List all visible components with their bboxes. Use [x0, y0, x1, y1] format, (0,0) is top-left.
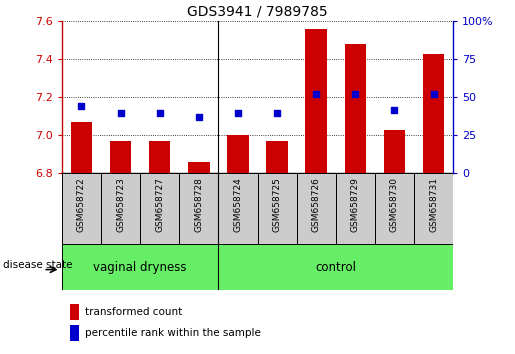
Bar	[71, 122, 92, 173]
Bar	[258, 173, 297, 244]
Bar	[179, 173, 218, 244]
Bar	[70, 304, 79, 320]
Bar	[140, 173, 179, 244]
Bar	[62, 244, 218, 290]
Point	[351, 91, 359, 97]
Text: vaginal dryness: vaginal dryness	[93, 261, 187, 274]
Bar	[62, 173, 101, 244]
Text: GSM658725: GSM658725	[272, 177, 282, 232]
Point	[234, 110, 242, 115]
Text: GSM658730: GSM658730	[390, 177, 399, 232]
Point	[430, 91, 438, 97]
Text: percentile rank within the sample: percentile rank within the sample	[85, 329, 261, 338]
Text: GSM658724: GSM658724	[233, 177, 243, 232]
Text: GSM658723: GSM658723	[116, 177, 125, 232]
Bar	[101, 173, 140, 244]
Text: GSM658727: GSM658727	[155, 177, 164, 232]
Text: transformed count: transformed count	[85, 307, 182, 317]
Point	[116, 110, 125, 115]
Text: GSM658726: GSM658726	[312, 177, 321, 232]
Bar	[423, 53, 444, 173]
Text: GSM658722: GSM658722	[77, 177, 86, 232]
Text: disease state: disease state	[3, 261, 72, 270]
Text: GSM658729: GSM658729	[351, 177, 360, 232]
Bar	[149, 141, 170, 173]
Point	[273, 110, 281, 115]
Bar	[227, 136, 249, 173]
Bar	[375, 173, 414, 244]
Point	[77, 104, 85, 109]
Bar	[305, 29, 327, 173]
Point	[390, 107, 399, 112]
Bar	[345, 44, 366, 173]
Bar	[110, 141, 131, 173]
Title: GDS3941 / 7989785: GDS3941 / 7989785	[187, 5, 328, 19]
Bar	[384, 130, 405, 173]
Bar	[218, 244, 453, 290]
Bar	[188, 162, 210, 173]
Bar	[297, 173, 336, 244]
Bar	[414, 173, 453, 244]
Bar	[336, 173, 375, 244]
Text: GSM658728: GSM658728	[194, 177, 203, 232]
Point	[195, 114, 203, 120]
Point	[156, 110, 164, 115]
Bar	[218, 173, 258, 244]
Text: GSM658731: GSM658731	[429, 177, 438, 232]
Point	[312, 91, 320, 97]
Bar	[70, 325, 79, 341]
Text: control: control	[315, 261, 356, 274]
Bar	[266, 141, 288, 173]
